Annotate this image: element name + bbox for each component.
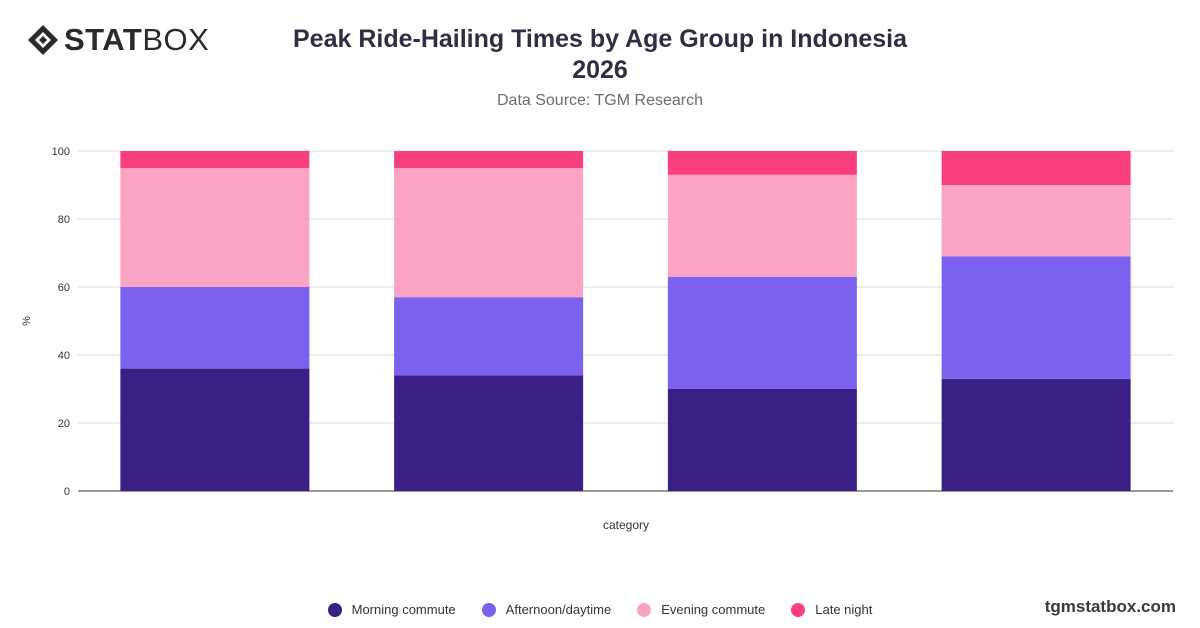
bar-segment-evening-commute bbox=[667, 174, 857, 277]
legend-item[interactable]: Morning commute bbox=[327, 602, 456, 617]
statbox-logo: STATBOX bbox=[26, 22, 209, 58]
legend-item[interactable]: Late night bbox=[791, 602, 872, 617]
bar-segment-afternoon-daytime bbox=[667, 276, 857, 389]
legend-swatch-icon bbox=[791, 602, 806, 617]
x-axis-label: category bbox=[603, 518, 649, 532]
bar-segment-morning-commute bbox=[394, 375, 584, 491]
legend-swatch-icon bbox=[637, 602, 652, 617]
bar-segment-late-night bbox=[120, 151, 310, 168]
bar-segment-evening-commute bbox=[120, 168, 310, 287]
legend-swatch-icon bbox=[481, 602, 496, 617]
y-axis-label: % bbox=[21, 316, 33, 326]
legend-label: Afternoon/daytime bbox=[505, 602, 612, 617]
bar-segment-late-night bbox=[667, 151, 857, 175]
bar-segment-evening-commute bbox=[394, 168, 584, 298]
bar-segment-evening-commute bbox=[941, 185, 1131, 257]
legend-label: Late night bbox=[815, 602, 873, 617]
bar-segment-late-night bbox=[941, 151, 1131, 185]
y-tick-labels: 0 20 40 60 80 100 bbox=[52, 146, 70, 498]
statbox-logo-icon bbox=[28, 25, 58, 55]
legend-item[interactable]: Afternoon/daytime bbox=[481, 602, 612, 617]
y-tick-label: 20 bbox=[58, 418, 70, 430]
bars bbox=[120, 151, 1131, 491]
bar-segment-afternoon-daytime bbox=[394, 297, 584, 376]
legend-item[interactable]: Evening commute bbox=[637, 602, 765, 617]
chart-subtitle: Data Source: TGM Research bbox=[496, 92, 703, 109]
legend: Morning commute Afternoon/daytime Evening … bbox=[0, 602, 1200, 617]
legend-label: Evening commute bbox=[661, 602, 766, 617]
legend-label: Morning commute bbox=[351, 602, 456, 617]
y-tick-label: 0 bbox=[64, 486, 70, 498]
chart-title: Peak Ride-Hailing Times by Age Group in … bbox=[292, 25, 907, 84]
footer-brand: tgmstatbox.com bbox=[1044, 597, 1176, 616]
y-tick-label: 80 bbox=[58, 214, 70, 226]
legend-swatch-icon bbox=[327, 602, 342, 617]
bar-segment-morning-commute bbox=[120, 368, 310, 491]
y-tick-label: 60 bbox=[58, 282, 70, 294]
bar-segment-morning-commute bbox=[667, 389, 857, 491]
bar-segment-afternoon-daytime bbox=[120, 287, 310, 369]
y-tick-label: 100 bbox=[52, 146, 70, 158]
logo-wordmark: STATBOX bbox=[64, 22, 210, 57]
bar-segment-late-night bbox=[394, 151, 584, 168]
y-tick-label: 40 bbox=[58, 350, 70, 362]
bar-segment-afternoon-daytime bbox=[941, 256, 1131, 379]
bar-segment-morning-commute bbox=[941, 378, 1131, 491]
